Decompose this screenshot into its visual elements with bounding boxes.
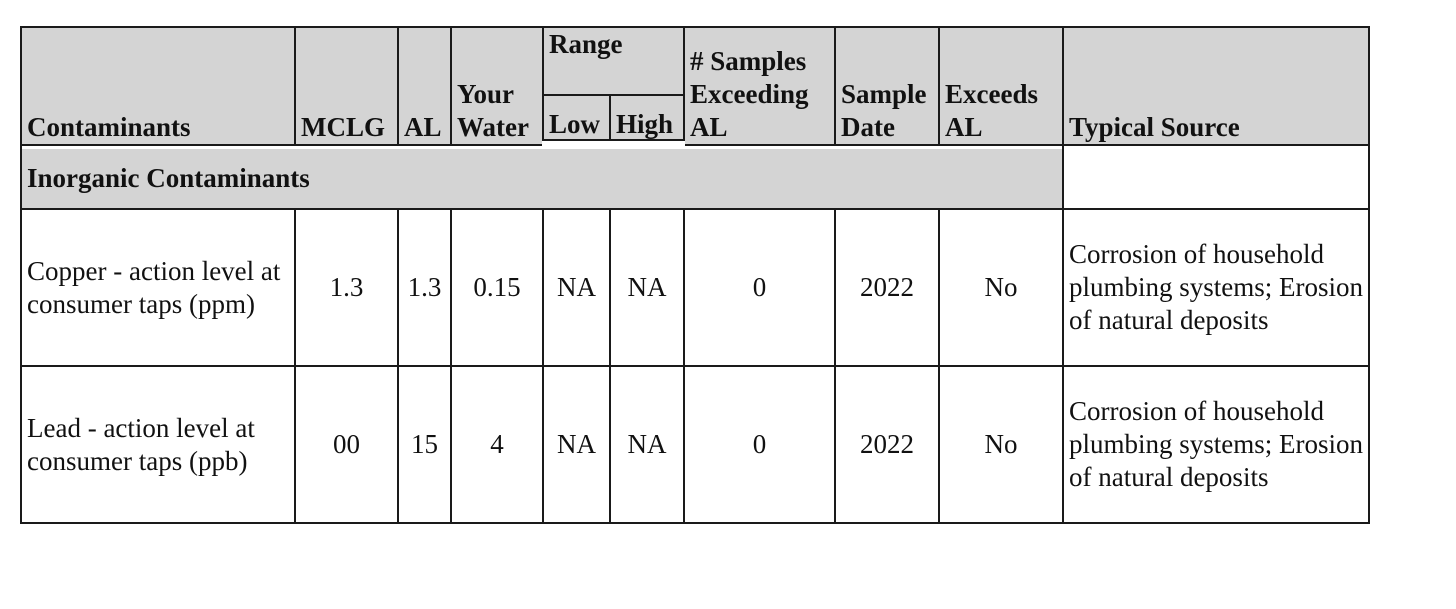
cell-al: 15 (397, 365, 452, 524)
cell-range-high: NA (609, 208, 685, 367)
cell-mclg: 1.3 (294, 208, 399, 367)
cell-exceeds-al: No (938, 365, 1064, 524)
header-contaminants: Contaminants (20, 26, 296, 146)
header-mclg: MCLG (294, 26, 399, 146)
cell-your-water: 0.15 (450, 208, 544, 367)
cell-contaminant: Copper - action level at consumer taps (… (20, 208, 296, 367)
cell-range-low: NA (542, 365, 611, 524)
cell-al: 1.3 (397, 208, 452, 367)
header-range: Range (542, 26, 685, 96)
header-al: AL (397, 26, 452, 146)
cell-samples-exceeding: 0 (683, 365, 836, 524)
cell-range-high: NA (609, 365, 685, 524)
section-label: Inorganic Contaminants (20, 144, 1064, 210)
cell-exceeds-al: No (938, 208, 1064, 367)
header-your-water: Your Water (450, 26, 544, 146)
header-exceeds-al: Exceeds AL (938, 26, 1064, 146)
cell-sample-date: 2022 (834, 365, 940, 524)
header-sample-date: Sample Date (834, 26, 940, 146)
contaminants-table: Contaminants MCLG AL Your Water Range # … (20, 26, 1370, 524)
header-samples-exceeding: # Samples Exceeding AL (683, 26, 836, 146)
cell-sample-date: 2022 (834, 208, 940, 367)
cell-range-low: NA (542, 208, 611, 367)
section-empty-cell (1062, 144, 1370, 210)
header-typical-source: Typical Source (1062, 26, 1370, 146)
cell-your-water: 4 (450, 365, 544, 524)
header-range-low: Low (542, 94, 611, 149)
cell-contaminant: Lead - action level at consumer taps (pp… (20, 365, 296, 524)
cell-typical-source: Corrosion of household plumbing systems;… (1062, 208, 1370, 367)
table-row: Lead - action level at consumer taps (pp… (20, 365, 1370, 524)
cell-samples-exceeding: 0 (683, 208, 836, 367)
section-row: Inorganic Contaminants (20, 144, 1370, 210)
cell-mclg: 00 (294, 365, 399, 524)
cell-typical-source: Corrosion of household plumbing systems;… (1062, 365, 1370, 524)
table-row: Copper - action level at consumer taps (… (20, 208, 1370, 367)
header-range-high: High (609, 94, 685, 149)
